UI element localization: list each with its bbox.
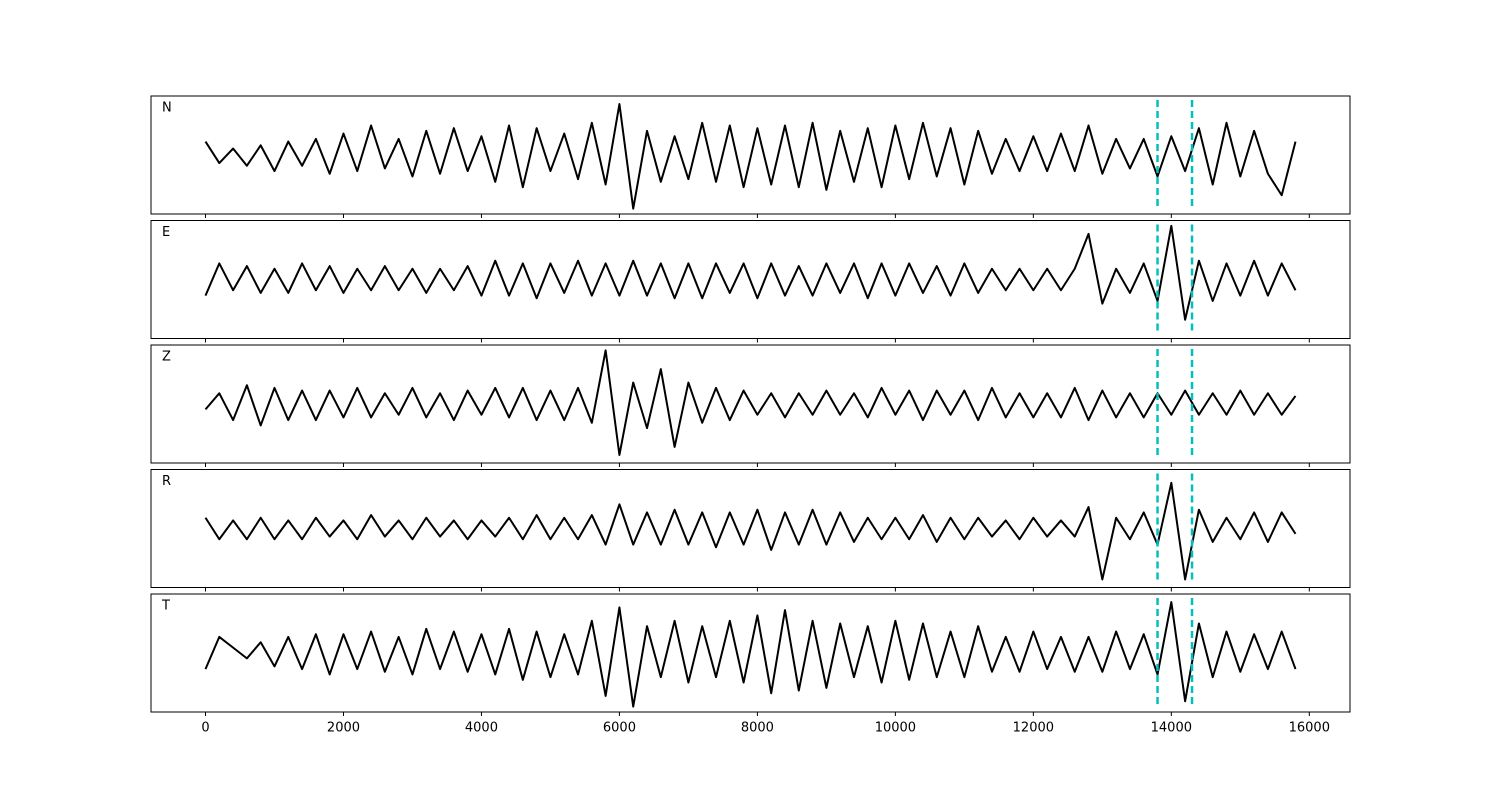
trace — [204, 103, 1297, 210]
panel — [204, 601, 1297, 708]
x-tick-label: 6000 — [603, 721, 636, 736]
x-tick-label: 10000 — [875, 721, 916, 736]
panel — [204, 481, 1297, 581]
axes-frame — [150, 593, 1351, 713]
axes-frame — [150, 344, 1351, 464]
axes-frame — [150, 469, 1351, 588]
trace — [204, 349, 1297, 456]
panel — [204, 224, 1297, 321]
panel-label: N — [162, 101, 172, 116]
trace — [204, 601, 1297, 708]
panel-label: Z — [162, 350, 171, 365]
x-tick-label: 8000 — [741, 721, 774, 736]
axes-frame — [150, 220, 1351, 339]
x-tick-label: 0 — [201, 721, 209, 736]
trace — [204, 224, 1297, 321]
trace — [204, 481, 1297, 581]
x-tick-label: 14000 — [1151, 721, 1192, 736]
panel — [204, 349, 1297, 456]
x-tick-label: 2000 — [327, 721, 360, 736]
x-tick-label: 16000 — [1289, 721, 1330, 736]
panel-label: E — [162, 225, 170, 240]
x-tick-label: 4000 — [465, 721, 498, 736]
axes-frame — [150, 95, 1351, 215]
panel — [204, 103, 1297, 210]
x-tick-label: 12000 — [1013, 721, 1054, 736]
panel-label: R — [162, 474, 171, 489]
panel-label: T — [161, 599, 170, 614]
